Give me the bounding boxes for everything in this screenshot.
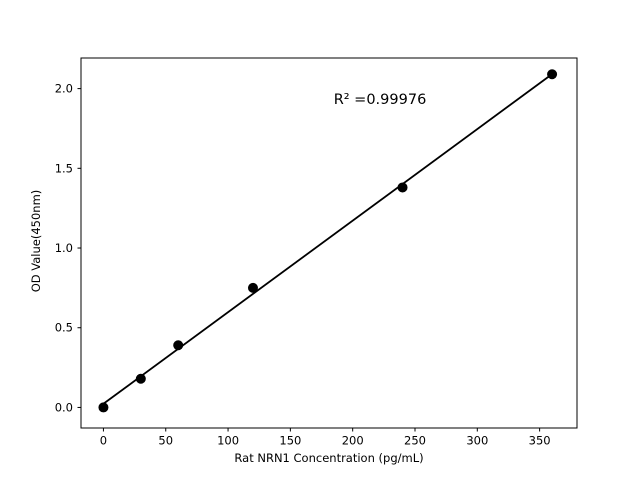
y-tick-label: 0.5 xyxy=(55,321,73,335)
y-tick-label: 2.0 xyxy=(55,82,73,96)
x-tick-label: 200 xyxy=(342,434,364,448)
y-tick-label: 1.5 xyxy=(55,161,73,175)
plot-border xyxy=(80,57,578,429)
data-point xyxy=(135,373,146,384)
x-tick-label: 300 xyxy=(466,434,488,448)
x-tick-label: 150 xyxy=(279,434,301,448)
r-squared-annotation: R² =0.99976 xyxy=(333,92,427,108)
x-tick-label: 0 xyxy=(100,434,107,448)
y-tick-label: 1.0 xyxy=(55,241,73,255)
data-point xyxy=(397,182,408,193)
x-axis-label: Rat NRN1 Concentration (pg/mL) xyxy=(234,451,424,465)
y-axis-label: OD Value(450nm) xyxy=(29,189,43,293)
fit-line xyxy=(102,73,553,405)
x-tick-label: 50 xyxy=(158,434,173,448)
y-tick-label: 0.0 xyxy=(55,400,73,414)
x-tick-label: 350 xyxy=(529,434,551,448)
data-point xyxy=(98,402,109,413)
x-tick-label: 250 xyxy=(404,434,426,448)
data-point xyxy=(173,340,184,351)
data-point xyxy=(247,282,258,293)
data-point xyxy=(547,69,558,80)
x-tick-label: 100 xyxy=(217,434,239,448)
